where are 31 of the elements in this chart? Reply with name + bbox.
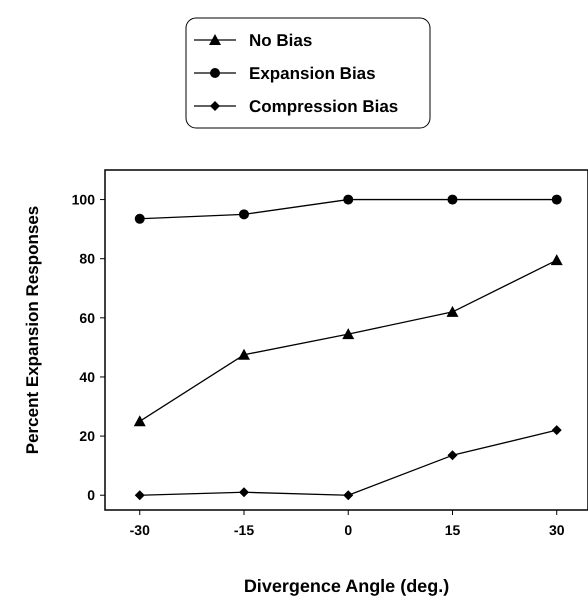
legend-label: Compression Bias [249,97,398,116]
x-tick-label: 0 [344,522,352,538]
point [134,490,145,500]
point [447,450,458,460]
y-axis-title: Percent Expansion Responses [23,206,42,454]
point [134,415,146,426]
x-tick-label: -15 [234,522,254,538]
point [238,487,249,498]
point [343,490,354,500]
point [446,306,458,317]
y-tick-label: 60 [79,310,96,326]
legend-label: No Bias [249,31,312,50]
x-tick-label: 15 [444,522,460,538]
y-tick-label: 40 [79,368,96,385]
point [550,254,563,266]
point [342,328,354,340]
point [343,194,354,205]
y-tick-label: 80 [79,250,96,267]
y-tick-label: 20 [79,428,96,444]
x-tick-label: 30 [548,522,565,538]
point [447,194,458,205]
x-tick-label: -30 [130,522,150,538]
point [238,348,250,360]
point [238,209,249,220]
y-tick-label: 0 [87,487,96,504]
point [134,214,145,224]
point [552,194,562,205]
y-tick-label: 100 [72,192,96,208]
legend-label: Expansion Bias [249,64,376,83]
x-axis-title: Divergence Angle (deg.) [244,576,450,596]
point [552,425,562,436]
